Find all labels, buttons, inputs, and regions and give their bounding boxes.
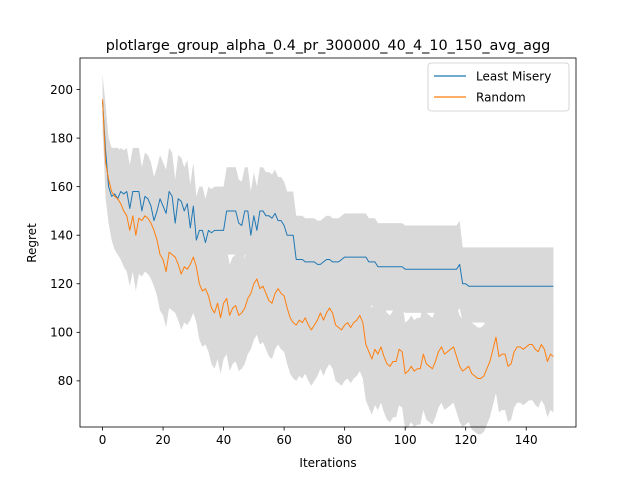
x-tick-label: 0: [99, 433, 107, 447]
x-tick-label: 140: [515, 433, 538, 447]
chart-title: plotlarge_group_alpha_0.4_pr_300000_40_4…: [106, 38, 551, 54]
x-tick-label: 120: [454, 433, 477, 447]
x-tick-label: 100: [394, 433, 417, 447]
y-tick-label: 180: [50, 131, 73, 145]
y-tick-label: 160: [50, 180, 73, 194]
x-axis-ticks: 0 20 40 60 80 100 120 140: [99, 427, 538, 447]
confidence-bands: [102, 74, 554, 435]
y-tick-label: 140: [50, 229, 73, 243]
y-tick-label: 120: [50, 277, 73, 291]
y-tick-label: 100: [50, 326, 73, 340]
x-tick-label: 20: [155, 433, 170, 447]
x-tick-label: 80: [337, 433, 352, 447]
series-line-least-misery: [102, 101, 554, 287]
x-axis-label: Iterations: [299, 456, 356, 470]
y-axis-label: Regret: [25, 223, 39, 263]
series-line-random: [102, 99, 554, 379]
legend: Least Misery Random: [427, 62, 570, 112]
y-tick-label: 200: [50, 83, 73, 97]
y-axis-ticks: 80 100 120 140 160 180 200: [50, 83, 80, 388]
legend-box: [427, 62, 570, 112]
x-tick-label: 60: [276, 433, 291, 447]
series-lines: [102, 99, 554, 379]
x-tick-label: 40: [216, 433, 231, 447]
legend-label-least-misery: Least Misery: [476, 70, 551, 84]
plot-frame: [79, 57, 577, 428]
legend-label-random: Random: [476, 91, 526, 105]
y-tick-label: 80: [58, 374, 73, 388]
